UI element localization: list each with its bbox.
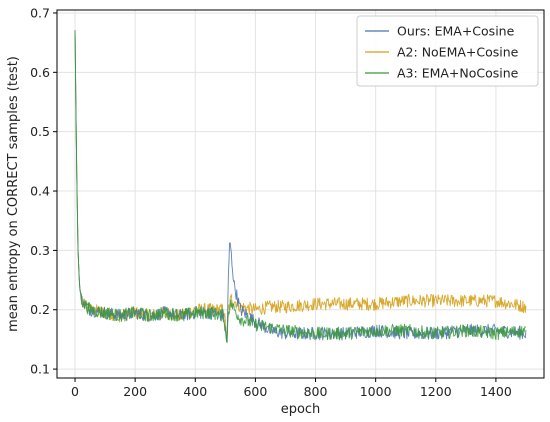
series-lines: [74, 30, 527, 344]
legend-box: [356, 15, 539, 87]
y-tick-label: 0.6: [30, 65, 50, 80]
y-tick-label: 0.3: [30, 243, 50, 258]
y-tick-label: 0.2: [30, 302, 50, 317]
legend-label: A3: EMA+NoCosine: [397, 66, 519, 81]
legend-label: A2: NoEMA+Cosine: [397, 45, 519, 60]
x-tick-label: 0: [71, 384, 79, 399]
series-line: [74, 30, 527, 342]
x-tick-label: 800: [304, 384, 328, 399]
legend: Ours: EMA+Cosine A2: NoEMA+Cosine A3: EMA+…: [356, 15, 539, 87]
y-tick-label: 0.5: [30, 124, 50, 139]
x-tick-label: 1400: [480, 384, 512, 399]
ticks: 0 200 400 600 800 1000 1200 1400 0.1 0.2 0.3 0.4 0.5…: [30, 5, 512, 399]
x-tick-label: 200: [123, 384, 147, 399]
y-tick-label: 0.1: [30, 362, 50, 377]
y-tick-label: 0.4: [30, 184, 50, 199]
x-tick-label: 400: [183, 384, 207, 399]
legend-label: Ours: EMA+Cosine: [397, 24, 515, 39]
x-tick-label: 600: [243, 384, 267, 399]
y-tick-label: 0.7: [30, 5, 50, 20]
y-axis-label: mean entropy on CORRECT samples (test): [6, 56, 21, 332]
x-tick-label: 1000: [360, 384, 392, 399]
series-line: [74, 30, 527, 340]
x-tick-label: 1200: [420, 384, 452, 399]
series-line: [74, 31, 527, 344]
plot-frame: [56, 9, 545, 379]
x-axis-label: epoch: [281, 402, 321, 417]
